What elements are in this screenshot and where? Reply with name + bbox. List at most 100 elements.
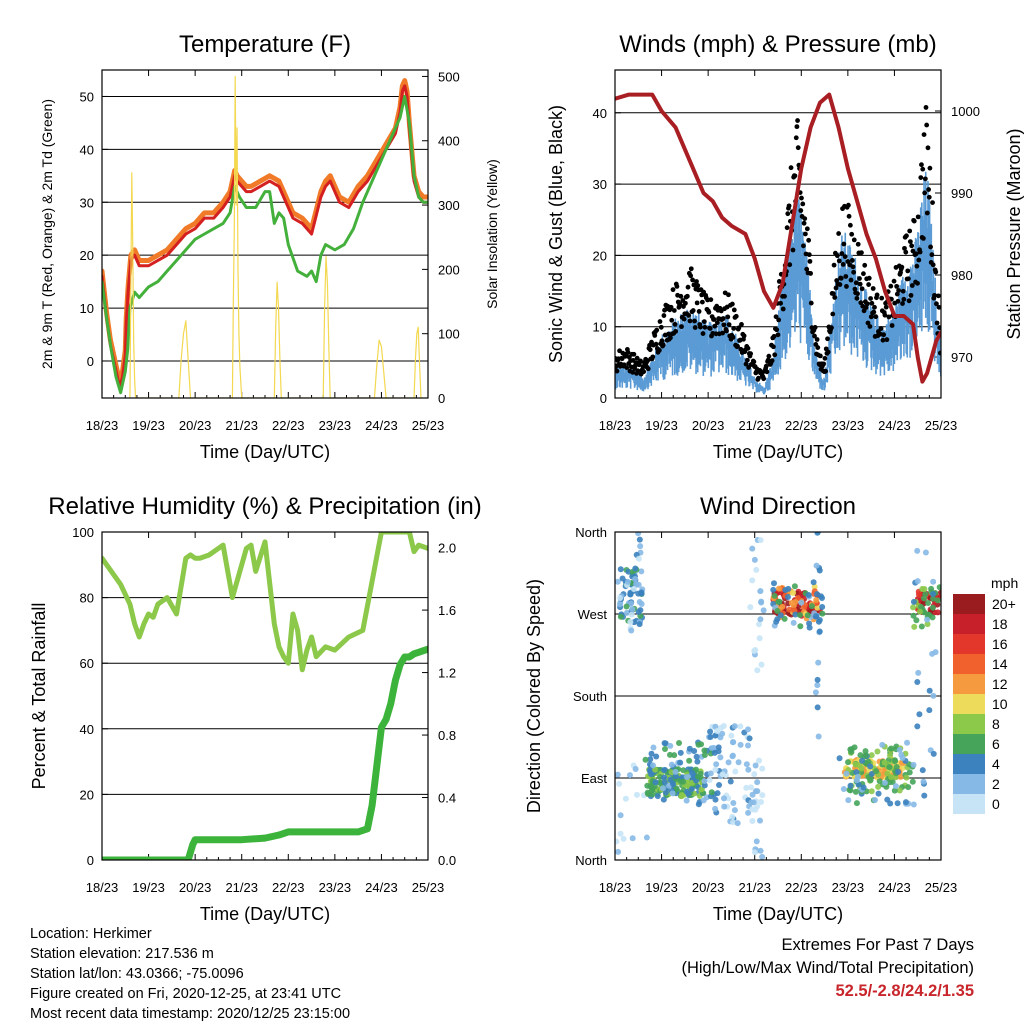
gust-point [871, 309, 877, 315]
y-tick-label: 40 [593, 106, 607, 121]
gust-point [724, 328, 729, 334]
direction-point [758, 599, 765, 606]
gust-point [859, 250, 864, 256]
colorbar-label: 10 [992, 696, 1008, 712]
colorbar-label: 16 [992, 636, 1008, 652]
gust-point [794, 124, 800, 130]
gust-point [844, 284, 849, 289]
gust-point [743, 361, 749, 367]
y-tick-label: 30 [80, 195, 94, 210]
gust-point [911, 218, 917, 224]
gust-point [888, 283, 894, 289]
direction-point [790, 619, 797, 626]
direction-point [894, 800, 901, 807]
direction-point [694, 758, 701, 765]
direction-point [707, 734, 714, 741]
gust-point [849, 231, 855, 237]
gust-point [917, 249, 923, 255]
direction-point [921, 792, 928, 799]
direction-point [737, 741, 744, 748]
direction-point [728, 732, 735, 739]
direction-point [840, 786, 847, 793]
x-tick-label: 21/23 [225, 880, 258, 895]
gust-point [751, 359, 757, 365]
gust-point [684, 293, 690, 299]
gust-point [915, 280, 920, 286]
direction-point [888, 774, 895, 781]
x-tick-label: 20/23 [179, 418, 212, 433]
x-tick-label: 20/23 [692, 880, 725, 895]
gust-point [804, 226, 810, 232]
gust-point [922, 176, 928, 182]
direction-point [745, 766, 752, 773]
gust-point [712, 323, 718, 329]
direction-point [698, 741, 705, 748]
direction-point [891, 787, 898, 794]
gust-point [641, 369, 647, 375]
gust-point [652, 333, 658, 338]
gust-point [681, 316, 687, 322]
direction-point [784, 594, 791, 601]
x-tick-label: 19/23 [132, 418, 165, 433]
direction-point [632, 576, 639, 583]
gust-point [683, 300, 688, 306]
direction-point [695, 773, 702, 780]
y-tick-label: East [581, 771, 607, 786]
direction-point [635, 608, 642, 615]
gust-point [839, 251, 845, 256]
direction-point [748, 799, 755, 806]
direction-point [626, 772, 633, 779]
gust-point [785, 211, 791, 217]
gust-point [690, 308, 696, 313]
direction-point [919, 767, 926, 774]
direction-point [815, 733, 822, 740]
gust-point [920, 166, 926, 172]
direction-point [749, 818, 756, 825]
direction-point [668, 761, 675, 768]
gust-point [855, 291, 860, 297]
colorbar-label: 0 [992, 796, 1000, 812]
x-tick-label: 20/23 [692, 418, 725, 433]
gust-point [647, 347, 653, 353]
direction-point [717, 754, 724, 761]
direction-point [754, 667, 761, 674]
series-station-pressure [615, 92, 941, 384]
direction-point [862, 752, 869, 759]
direction-point [716, 781, 723, 788]
x-tick-label: 18/23 [599, 418, 632, 433]
x-tick-label: 18/23 [86, 418, 119, 433]
gust-point [776, 317, 782, 323]
direction-point [914, 679, 921, 686]
x-tick-label: 23/23 [832, 418, 865, 433]
gust-point [787, 262, 793, 268]
direction-point [743, 761, 750, 768]
direction-point [904, 739, 911, 746]
y-tick-label: 20 [80, 787, 94, 802]
direction-point [906, 769, 913, 776]
colorbar-swatch [953, 754, 985, 774]
plot-frame [614, 531, 942, 861]
direction-point [814, 532, 821, 536]
direction-point [910, 604, 917, 611]
gust-point [867, 324, 873, 329]
plot-frame [101, 531, 429, 861]
gust-point [685, 284, 691, 290]
direction-point [623, 603, 630, 610]
gust-point [659, 338, 665, 344]
direction-point [759, 853, 766, 860]
direction-point [865, 758, 872, 765]
direction-point [661, 774, 668, 781]
gust-point [884, 337, 890, 343]
gust-point [907, 228, 913, 234]
gust-point [855, 241, 861, 247]
direction-point [774, 616, 781, 623]
direction-point [743, 784, 750, 791]
direction-point [751, 556, 758, 563]
gust-point [798, 208, 804, 213]
colorbar-label: 8 [992, 716, 1000, 732]
series-2m-td [102, 94, 428, 395]
y-tick-label: 50 [80, 89, 94, 104]
direction-point [683, 773, 690, 780]
direction-point [868, 788, 875, 795]
direction-point [913, 617, 920, 624]
